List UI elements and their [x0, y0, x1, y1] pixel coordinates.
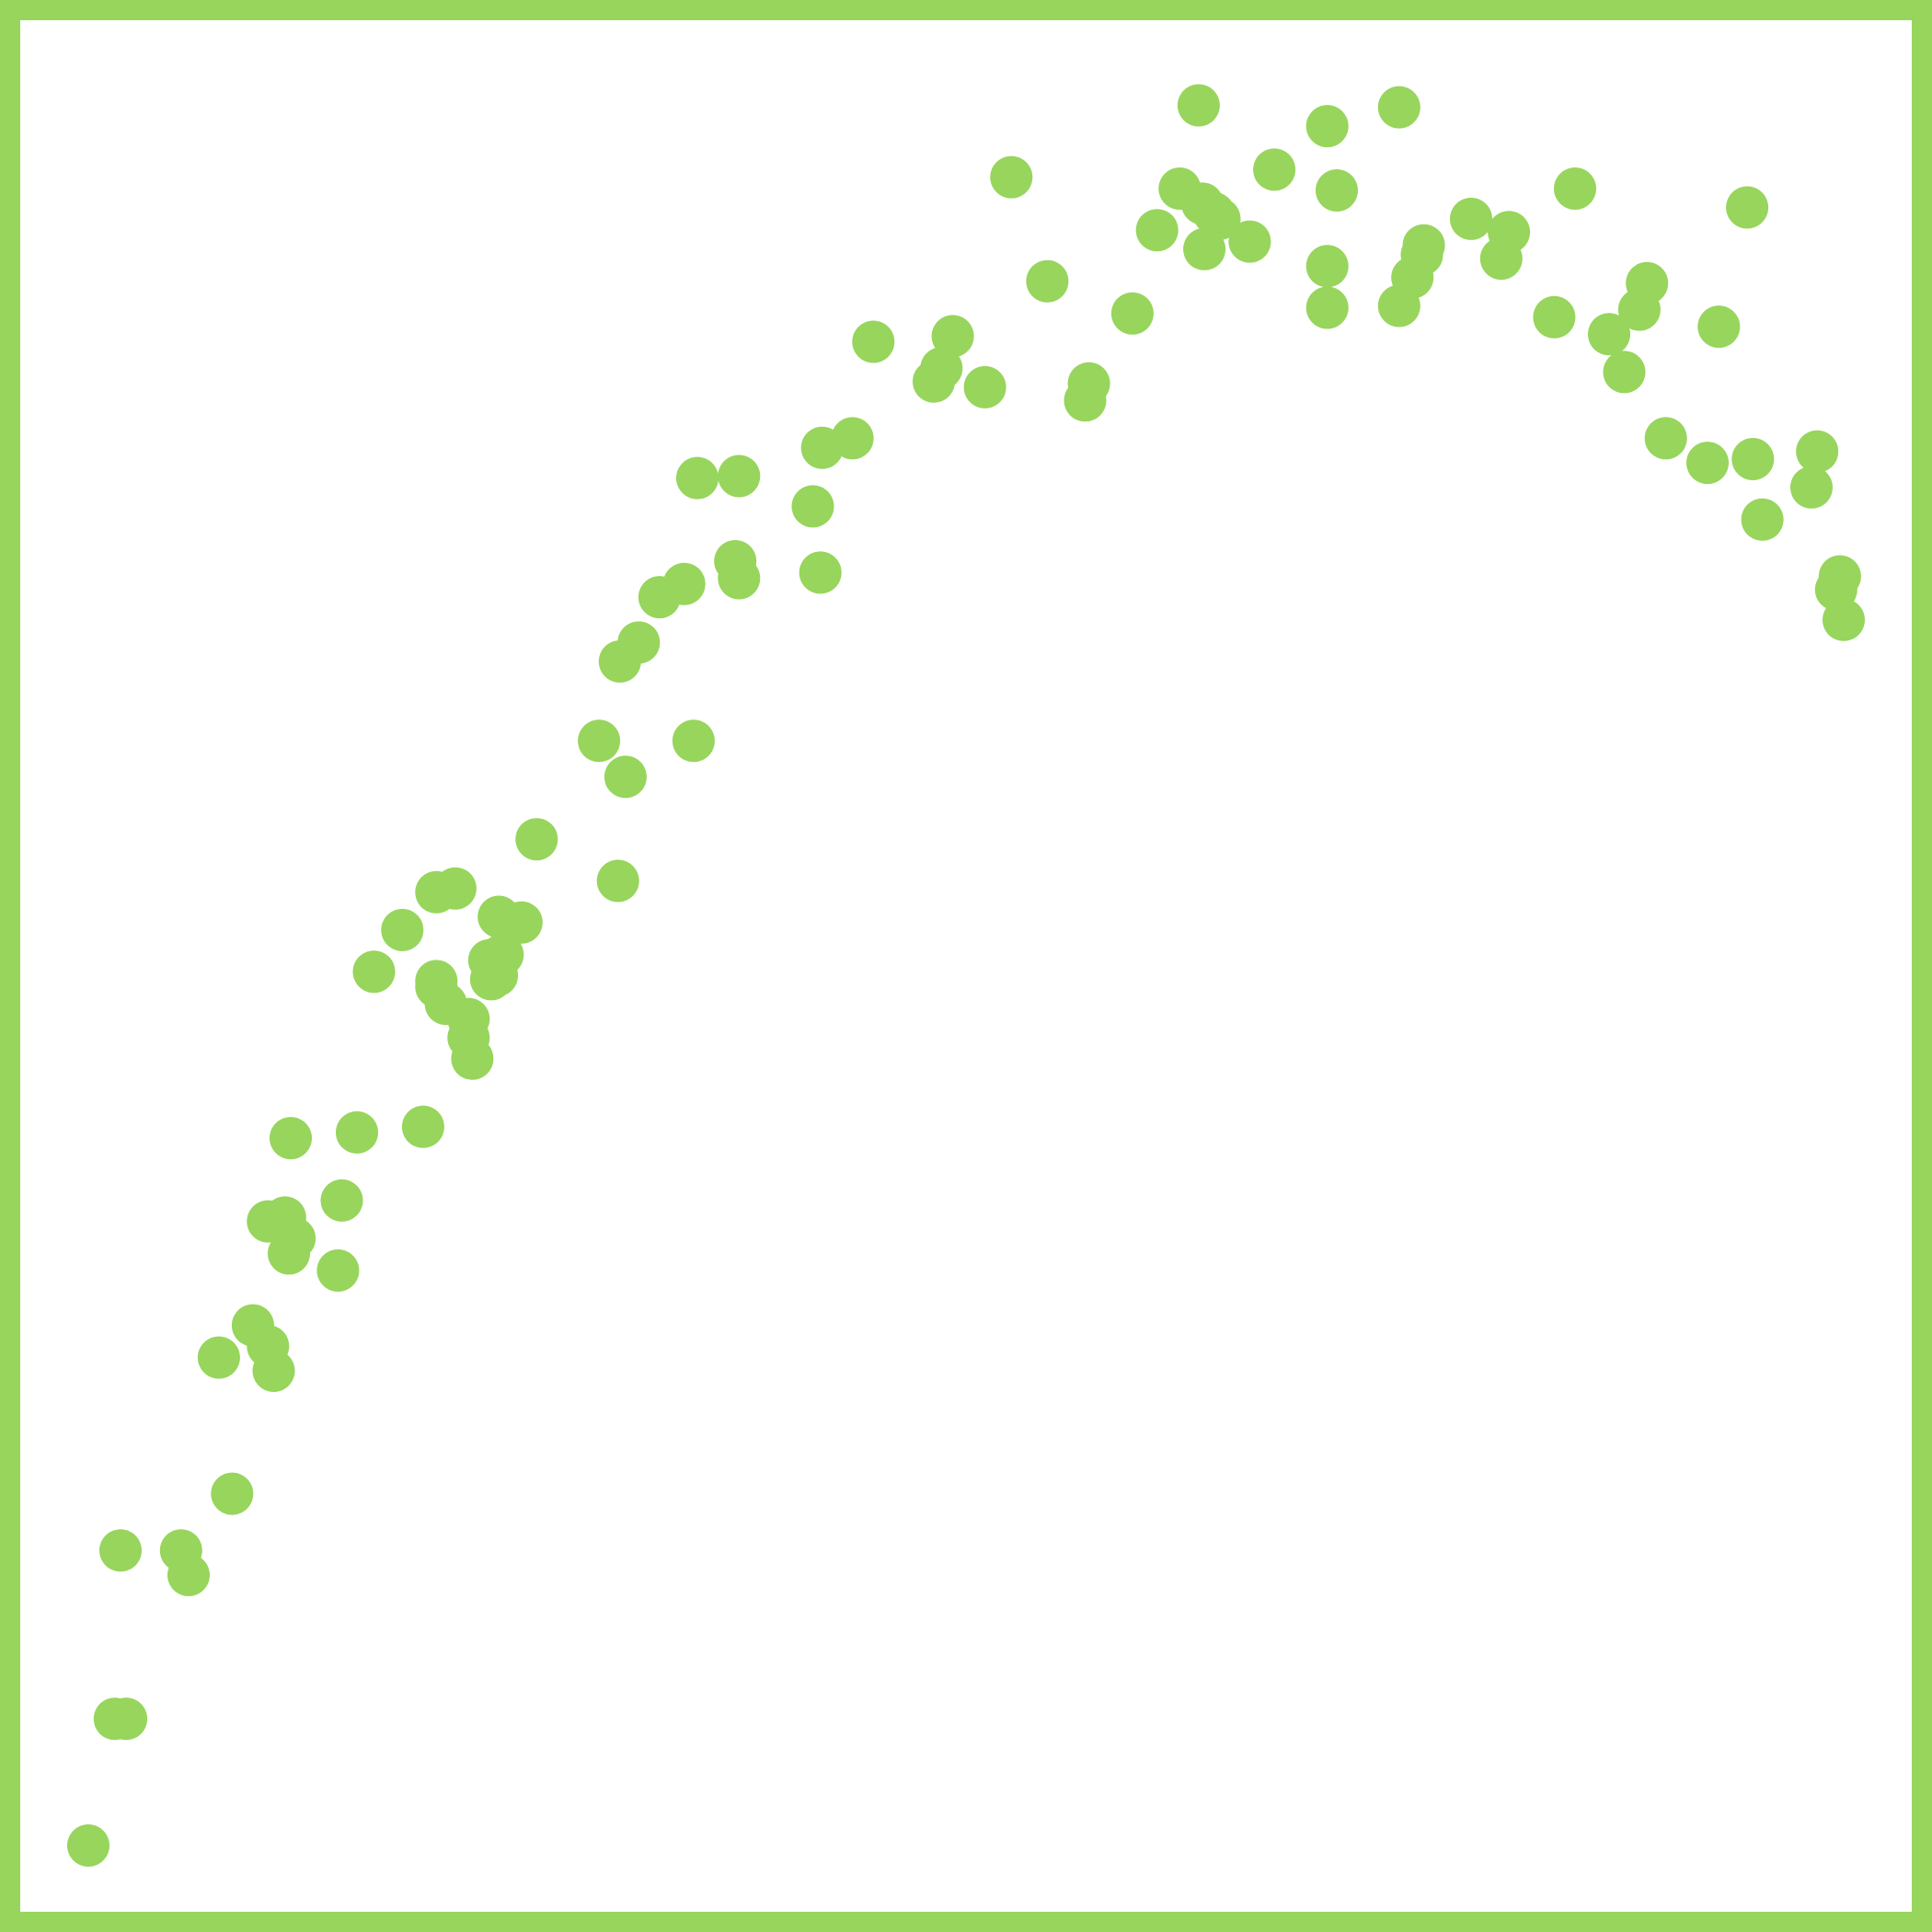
data-point: [263, 1196, 306, 1239]
data-point: [381, 908, 424, 951]
data-point: [1177, 84, 1220, 127]
data-point: [451, 1037, 494, 1080]
data-point: [1228, 220, 1271, 263]
data-point: [1067, 362, 1110, 405]
data-point: [718, 454, 761, 498]
data-point: [1305, 286, 1349, 329]
data-point: [316, 1249, 360, 1292]
data-point: [270, 1117, 312, 1160]
data-point: [515, 818, 558, 861]
data-point: [676, 456, 719, 500]
data-point: [672, 719, 715, 763]
data-point: [578, 719, 621, 763]
data-point: [1402, 224, 1445, 267]
data-point: [852, 320, 895, 363]
data-point: [1479, 237, 1523, 281]
data-point: [1183, 227, 1226, 270]
data-point: [1305, 105, 1349, 148]
data-point: [831, 417, 874, 460]
data-point: [1603, 351, 1646, 394]
data-point: [320, 1179, 363, 1222]
data-point: [1026, 259, 1069, 303]
data-point: [1588, 313, 1630, 356]
data-point: [791, 485, 834, 528]
data-point: [617, 621, 661, 664]
data-point: [1450, 197, 1492, 240]
data-point: [336, 1110, 378, 1154]
data-point: [1726, 186, 1769, 229]
data-point: [167, 1554, 210, 1596]
data-point: [1626, 261, 1669, 305]
data-point: [1823, 598, 1865, 641]
data-point: [211, 1472, 254, 1515]
data-point: [401, 1105, 444, 1148]
data-point: [447, 997, 490, 1041]
data-point: [963, 365, 1006, 408]
data-point: [197, 1336, 240, 1379]
data-point: [1554, 167, 1596, 210]
data-point: [662, 562, 706, 605]
data-point: [105, 1697, 148, 1741]
data-point: [67, 1824, 109, 1867]
data-point: [1110, 292, 1154, 335]
data-point: [433, 867, 477, 910]
data-point: [1135, 209, 1179, 252]
data-point: [476, 954, 519, 997]
data-point: [1697, 305, 1741, 349]
data-point: [1316, 169, 1358, 212]
data-point: [1533, 295, 1576, 339]
data-point: [1377, 86, 1420, 129]
data-point: [1796, 430, 1839, 473]
data-point: [931, 315, 974, 358]
data-point: [1644, 417, 1687, 460]
data-points: [67, 84, 1865, 1867]
data-point: [500, 901, 543, 944]
data-point: [799, 551, 842, 594]
data-point: [1253, 148, 1296, 191]
data-point: [604, 755, 647, 799]
data-point: [1741, 498, 1784, 541]
data-point: [1305, 245, 1349, 288]
data-point: [1686, 442, 1729, 485]
data-point: [718, 557, 761, 600]
data-point: [252, 1350, 295, 1392]
data-point: [1790, 466, 1833, 509]
data-point: [99, 1529, 142, 1572]
data-point: [990, 155, 1033, 199]
data-point: [920, 347, 963, 390]
data-point: [352, 950, 396, 994]
data-point: [1731, 438, 1775, 480]
data-point: [596, 859, 639, 903]
